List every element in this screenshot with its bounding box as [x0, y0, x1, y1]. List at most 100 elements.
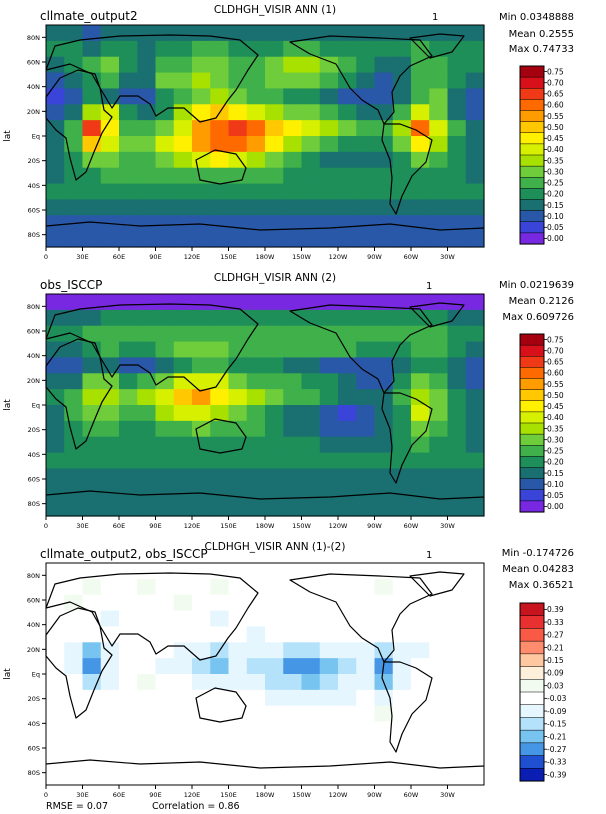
colorbar-swatch — [519, 755, 545, 769]
colorbar-label: -0.03 — [547, 694, 567, 703]
heatmap-cell — [411, 689, 430, 707]
colorbar-swatch — [519, 445, 545, 457]
heatmap-cell — [228, 325, 248, 343]
heatmap-cell — [100, 72, 120, 90]
heatmap-cell — [137, 658, 157, 675]
panel-3-colorbar: 0.39 0.33 0.27 0.21 0.15 0.09 0.03 -0.03 -0.09 -0… — [519, 602, 567, 782]
heatmap-cell — [173, 737, 193, 754]
heatmap-cell — [447, 753, 467, 770]
heatmap-cell — [155, 167, 175, 185]
heatmap-cell — [265, 25, 284, 42]
heatmap-cell — [246, 40, 266, 58]
colorbar-label: 0.50 — [547, 123, 564, 132]
heatmap-cell — [356, 689, 376, 707]
heatmap-cell — [82, 500, 102, 517]
heatmap-cell — [46, 357, 65, 374]
heatmap-cell — [319, 753, 339, 770]
heatmap-cell — [155, 594, 175, 612]
heatmap-cell — [155, 753, 175, 770]
y-tick-label: 60S — [28, 745, 40, 753]
heatmap-cell — [228, 40, 248, 58]
heatmap-cell — [356, 357, 376, 374]
panel-3-number: 1 — [426, 550, 432, 561]
panel-3-ticks: 0 30E 60E 90E 120E 150E 180W 150W 120W 90W 60W 30W 8… — [27, 572, 456, 799]
heatmap-cell — [82, 104, 102, 121]
continent-greenland — [409, 302, 465, 328]
heatmap-cell — [46, 341, 65, 359]
heatmap-cell — [100, 674, 120, 691]
heatmap-cell — [447, 484, 467, 501]
heatmap-cell — [465, 373, 485, 390]
heatmap-cell — [319, 674, 339, 691]
heatmap-cell — [465, 325, 485, 343]
heatmap-cell — [246, 689, 266, 707]
heatmap-cell — [155, 610, 175, 628]
heatmap-cell — [429, 25, 449, 42]
heatmap-cell — [429, 578, 449, 596]
y-tick-label: 20S — [28, 695, 40, 703]
heatmap-cell — [119, 120, 138, 137]
heatmap-cell — [374, 721, 394, 739]
heatmap-cell — [265, 484, 284, 501]
colorbar-swatch — [519, 232, 545, 245]
heatmap-cell — [210, 120, 230, 137]
heatmap-cell — [429, 215, 449, 232]
colorbar-swatch — [519, 640, 545, 655]
colorbar-swatch — [519, 478, 545, 491]
heatmap-cell — [301, 689, 321, 707]
heatmap-cell — [173, 405, 193, 422]
heatmap-cell — [301, 88, 321, 105]
colorbar-label: 0.30 — [547, 435, 564, 444]
heatmap-cell — [411, 420, 430, 438]
heatmap-cell — [338, 231, 357, 248]
colorbar-label: 0.10 — [547, 212, 564, 221]
heatmap-cell — [283, 578, 303, 596]
heatmap-cell — [465, 25, 485, 42]
heatmap-cell — [119, 389, 138, 406]
heatmap-cell — [265, 231, 284, 248]
heatmap-cell — [210, 705, 230, 723]
heatmap-cell — [100, 642, 120, 659]
heatmap-cell — [411, 325, 430, 343]
heatmap-cell — [100, 610, 120, 628]
heatmap-cell — [447, 373, 467, 390]
heatmap-cell — [356, 563, 376, 580]
heatmap-cell — [228, 341, 248, 359]
heatmap-cell — [46, 452, 65, 470]
heatmap-cell — [465, 578, 485, 596]
colorbar-label: -0.15 — [547, 720, 567, 729]
heatmap-cell — [210, 167, 230, 185]
heatmap-cell — [46, 25, 65, 42]
heatmap-cell — [46, 594, 65, 612]
heatmap-cell — [392, 468, 412, 485]
heatmap-cell — [173, 88, 193, 105]
heatmap-cell — [356, 405, 376, 422]
heatmap-cell — [392, 626, 412, 643]
heatmap-cell — [356, 753, 376, 770]
heatmap-cell — [411, 231, 430, 248]
heatmap-cell — [119, 436, 138, 454]
heatmap-cell — [356, 309, 376, 327]
heatmap-cell — [374, 72, 394, 90]
heatmap-cell — [392, 500, 412, 517]
heatmap-cell — [301, 325, 321, 343]
colorbar-label: -0.21 — [547, 732, 567, 741]
heatmap-cell — [46, 72, 65, 90]
heatmap-cell — [465, 500, 485, 517]
colorbar-swatch — [519, 653, 545, 668]
heatmap-cell — [465, 737, 485, 754]
heatmap-cell — [64, 357, 84, 374]
heatmap-cell — [210, 500, 230, 517]
colorbar-swatch — [519, 143, 545, 156]
heatmap-cell — [155, 389, 175, 406]
heatmap-cell — [338, 40, 357, 58]
heatmap-cell — [301, 484, 321, 501]
heatmap-cell — [119, 167, 138, 185]
heatmap-cell — [429, 468, 449, 485]
heatmap-cell — [338, 753, 357, 770]
colorbar-label: 0.55 — [547, 380, 564, 389]
heatmap-cell — [411, 753, 430, 770]
heatmap-cell — [411, 658, 430, 675]
heatmap-cell — [100, 405, 120, 422]
colorbar-frame — [519, 602, 545, 782]
